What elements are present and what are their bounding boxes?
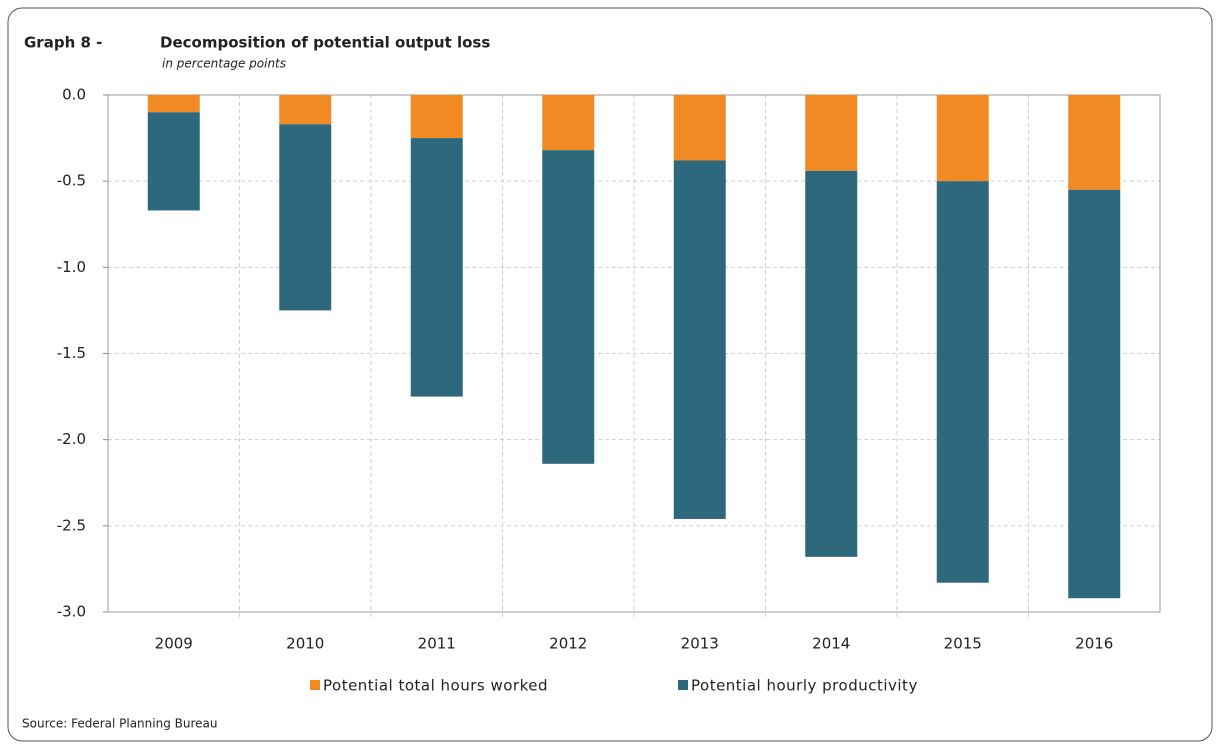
bar-segment xyxy=(936,95,989,182)
legend-label: Potential hourly productivity xyxy=(691,677,918,695)
bar-segment xyxy=(147,95,200,113)
bar-segment xyxy=(542,150,595,464)
bar-segment xyxy=(1068,95,1121,190)
bar-segment xyxy=(673,160,726,519)
bar-segment xyxy=(279,124,332,311)
source: Source: Federal Planning Bureau xyxy=(22,717,218,731)
bar-segment xyxy=(542,95,595,151)
x-tick-label: 2015 xyxy=(944,635,982,653)
figure-label: Graph 8 - xyxy=(24,34,102,52)
x-tick-label: 2009 xyxy=(155,635,193,653)
bar-segment xyxy=(410,138,463,397)
x-tick-label: 2012 xyxy=(549,635,587,653)
bar-segment xyxy=(410,95,463,139)
y-tick-label: -1.0 xyxy=(57,258,86,276)
y-tick-label: -0.5 xyxy=(57,172,86,190)
chart-subtitle: in percentage points xyxy=(162,57,286,71)
x-tick-label: 2013 xyxy=(681,635,719,653)
x-tick-label: 2016 xyxy=(1075,635,1113,653)
bar-segment xyxy=(805,95,858,171)
x-tick-label: 2010 xyxy=(286,635,324,653)
y-tick-label: -2.5 xyxy=(57,516,86,534)
legend-swatch xyxy=(678,680,688,690)
bar-segment xyxy=(147,112,200,211)
y-tick-label: 0.0 xyxy=(62,86,86,104)
plot-border xyxy=(107,94,1161,613)
x-tick-label: 2011 xyxy=(418,635,456,653)
legend-swatch xyxy=(310,680,320,690)
frame xyxy=(7,7,1213,742)
y-tick-label: -2.0 xyxy=(57,430,86,448)
bar-segment xyxy=(673,95,726,161)
bar-segment xyxy=(1068,189,1121,599)
y-tick-label: -1.5 xyxy=(57,344,86,362)
bar-segment xyxy=(279,95,332,125)
bar-segment xyxy=(936,181,989,583)
y-tick-label: -3.0 xyxy=(57,603,86,621)
chart-title: Decomposition of potential output loss xyxy=(160,34,490,52)
x-tick-label: 2014 xyxy=(812,635,850,653)
legend-label: Potential total hours worked xyxy=(323,677,548,695)
bar-segment xyxy=(805,170,858,557)
